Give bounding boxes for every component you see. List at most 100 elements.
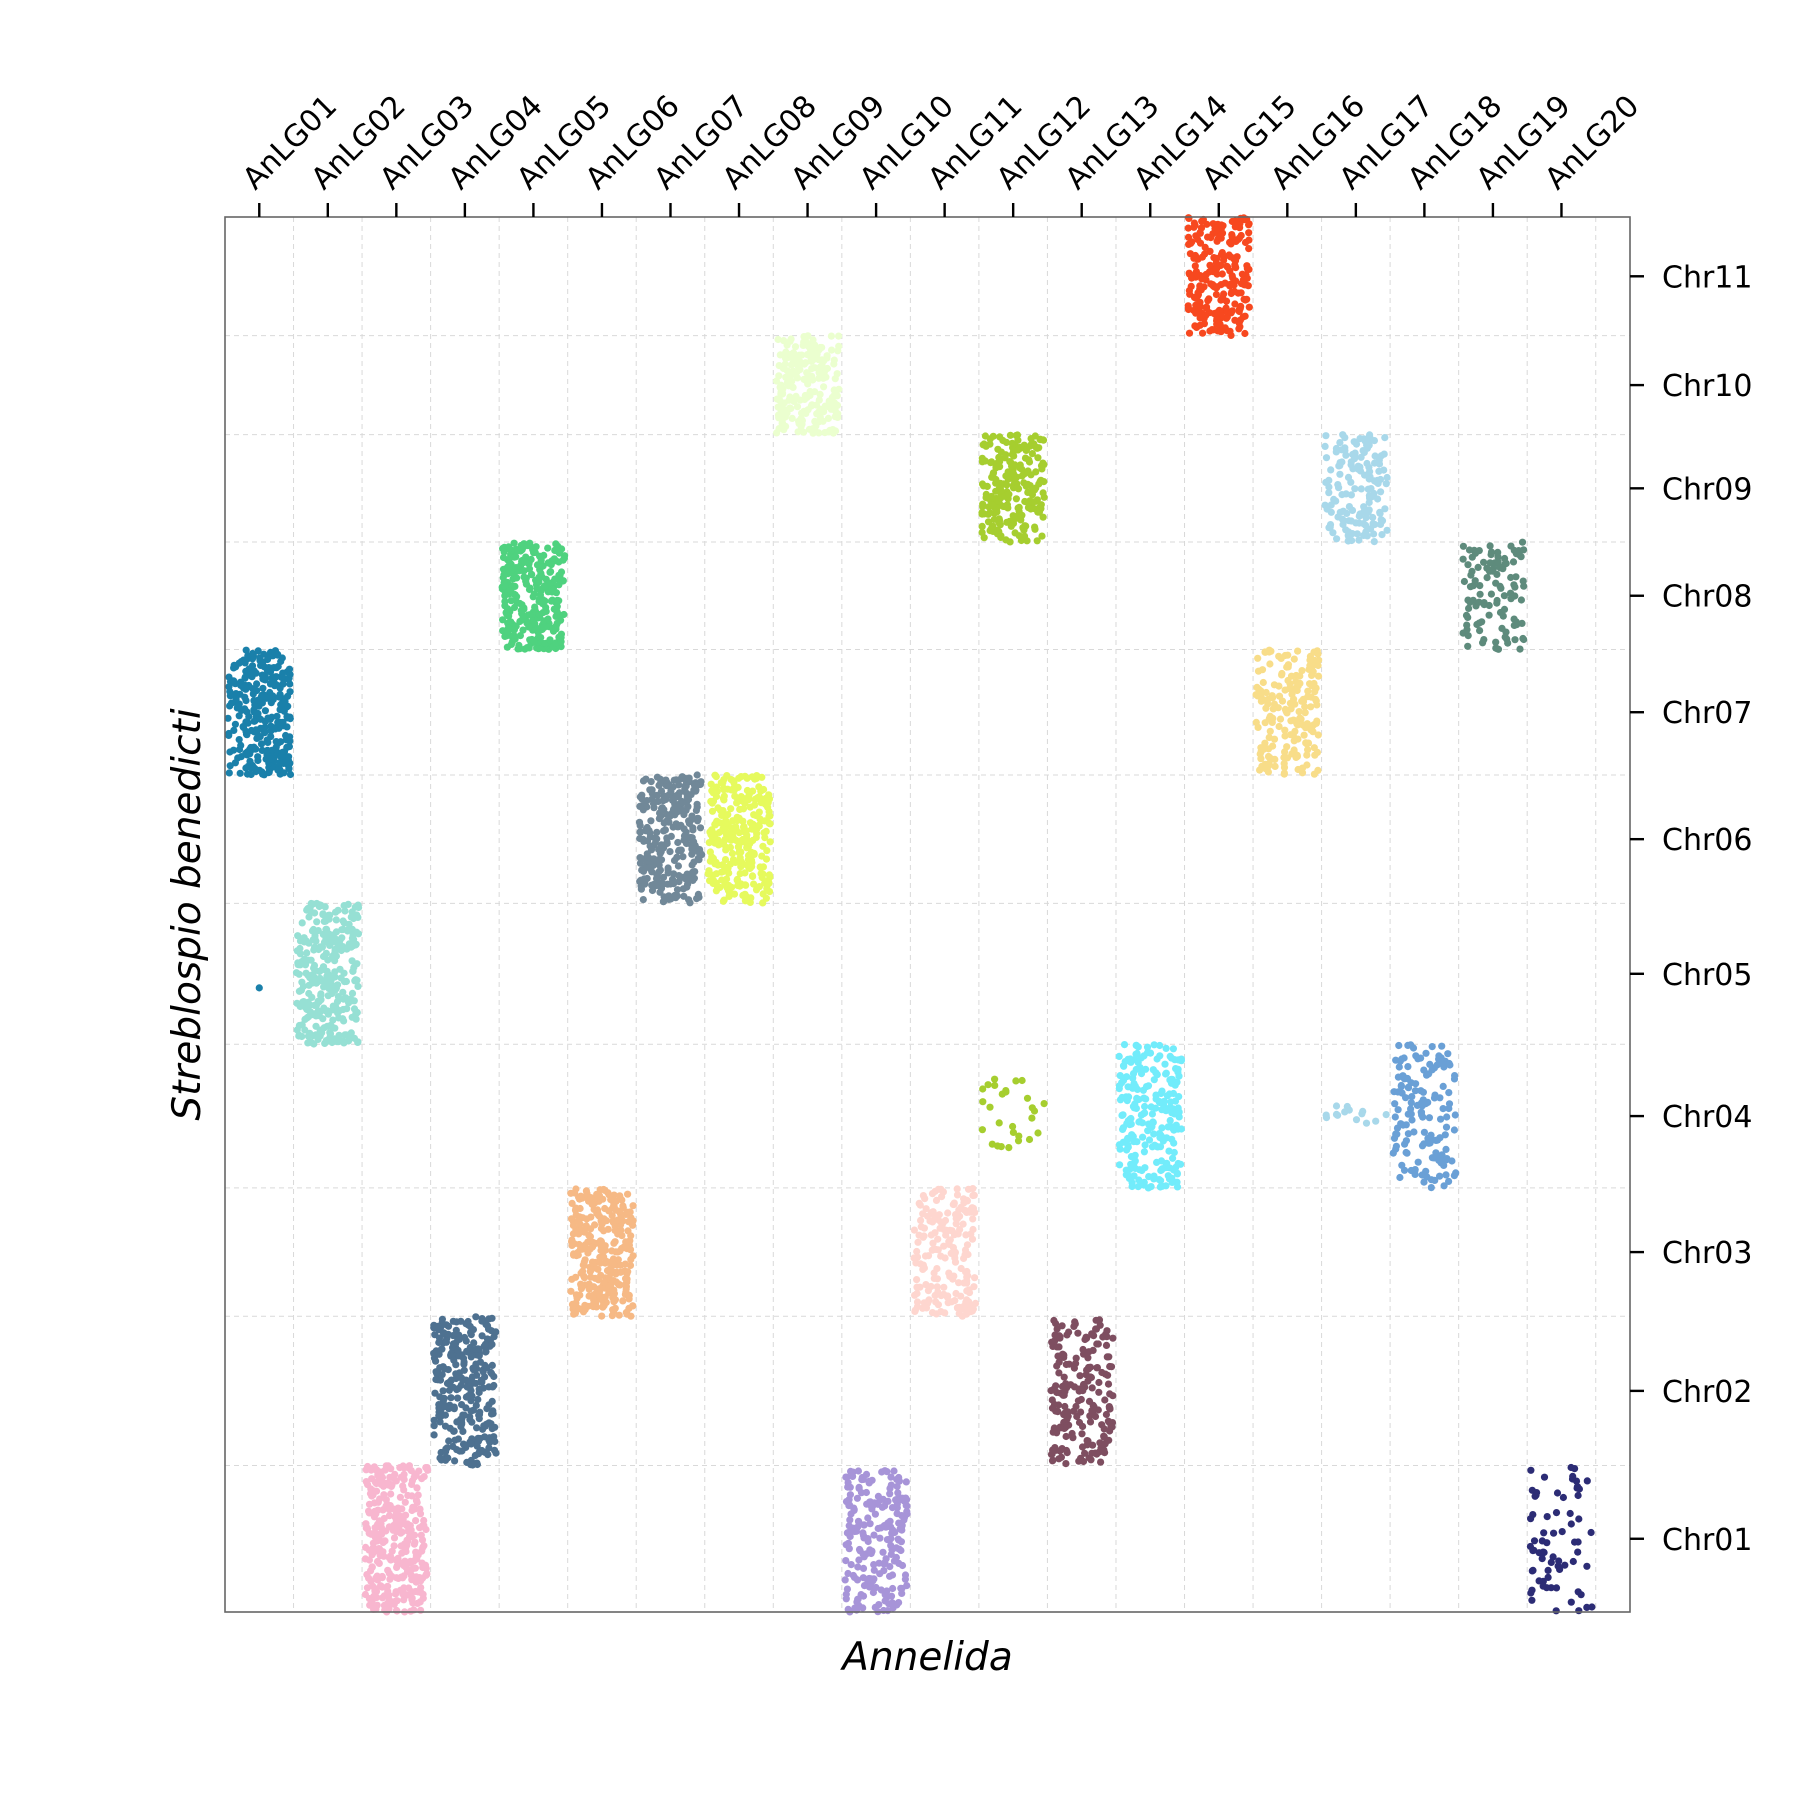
data-point <box>990 515 999 523</box>
data-point <box>685 774 693 782</box>
data-point <box>390 1534 399 1542</box>
data-point <box>528 571 536 579</box>
data-point <box>1519 634 1527 643</box>
data-point <box>1390 1134 1399 1142</box>
data-point <box>285 743 293 751</box>
data-point <box>272 738 280 746</box>
data-point <box>367 1530 375 1538</box>
data-point <box>1510 581 1518 589</box>
data-point <box>1254 667 1263 675</box>
data-point <box>1391 1113 1399 1121</box>
data-point <box>1237 214 1245 222</box>
data-point <box>929 1246 937 1254</box>
data-point <box>444 1454 452 1462</box>
data-point <box>445 1437 453 1445</box>
data-point <box>1129 1102 1137 1110</box>
data-point <box>1567 1598 1575 1606</box>
data-point <box>231 720 239 728</box>
data-point <box>1372 478 1380 486</box>
data-point <box>647 846 656 854</box>
data-point <box>451 1457 459 1465</box>
data-point <box>1298 667 1306 675</box>
data-point <box>611 1238 619 1246</box>
data-point <box>592 1288 601 1296</box>
data-point <box>226 687 234 696</box>
data-point <box>403 1536 411 1544</box>
data-point <box>507 640 515 649</box>
data-point <box>520 573 528 581</box>
data-point <box>674 823 682 831</box>
data-point <box>755 821 763 829</box>
data-point <box>430 1349 438 1357</box>
data-point <box>317 901 325 909</box>
data-point <box>475 1388 483 1397</box>
data-point <box>483 1335 491 1343</box>
data-point <box>1239 276 1247 284</box>
data-point <box>674 838 682 847</box>
data-point <box>1352 519 1360 527</box>
data-point <box>901 1575 910 1583</box>
data-point <box>688 850 696 858</box>
data-point <box>944 1209 952 1217</box>
data-point <box>1062 1446 1071 1455</box>
data-point <box>1569 1472 1577 1480</box>
data-point <box>276 760 284 768</box>
data-point <box>1559 1493 1567 1502</box>
data-point <box>332 916 340 924</box>
data-point <box>819 374 827 382</box>
data-point <box>365 1509 373 1517</box>
data-point <box>436 1454 444 1462</box>
data-point <box>1245 245 1253 253</box>
data-point <box>492 1328 500 1336</box>
data-point <box>499 616 507 624</box>
data-point <box>1307 703 1315 711</box>
data-point <box>777 403 785 411</box>
data-point <box>353 911 361 919</box>
data-point <box>537 556 545 564</box>
data-point <box>1050 1385 1058 1393</box>
data-point <box>1055 1343 1063 1351</box>
data-point <box>806 387 814 396</box>
data-point <box>516 632 525 640</box>
data-point <box>400 1596 408 1604</box>
data-point <box>1574 1491 1582 1500</box>
data-point <box>380 1592 388 1600</box>
data-point <box>271 682 279 690</box>
data-point <box>491 1423 499 1431</box>
data-point <box>1500 605 1509 614</box>
data-point <box>544 544 552 552</box>
data-point <box>410 1540 418 1548</box>
data-point <box>408 1492 416 1500</box>
data-point <box>331 986 339 995</box>
data-point <box>391 1470 399 1478</box>
data-point <box>469 1364 477 1372</box>
data-point <box>254 647 262 655</box>
data-point <box>659 880 668 888</box>
data-point <box>467 1440 475 1448</box>
data-point <box>1520 546 1528 554</box>
data-point <box>1450 1172 1458 1180</box>
data-point <box>612 1197 620 1205</box>
data-point <box>1223 262 1231 270</box>
data-point <box>1149 1066 1157 1074</box>
data-point <box>459 1427 467 1435</box>
data-point <box>1295 708 1303 716</box>
data-point <box>765 819 773 827</box>
data-point <box>1228 231 1236 239</box>
data-point <box>472 1313 480 1321</box>
data-point <box>525 565 534 573</box>
data-point <box>567 1215 576 1223</box>
data-point <box>1396 1173 1404 1182</box>
data-point <box>989 469 998 477</box>
data-point <box>648 789 656 798</box>
data-point <box>962 1268 970 1276</box>
data-point <box>404 1463 412 1471</box>
data-point <box>306 974 314 982</box>
data-point <box>393 1505 401 1513</box>
data-point <box>979 1085 987 1093</box>
data-point <box>622 1288 630 1296</box>
data-point <box>951 1258 960 1266</box>
data-point <box>1039 513 1047 521</box>
data-point <box>714 861 722 869</box>
data-point <box>808 365 816 373</box>
